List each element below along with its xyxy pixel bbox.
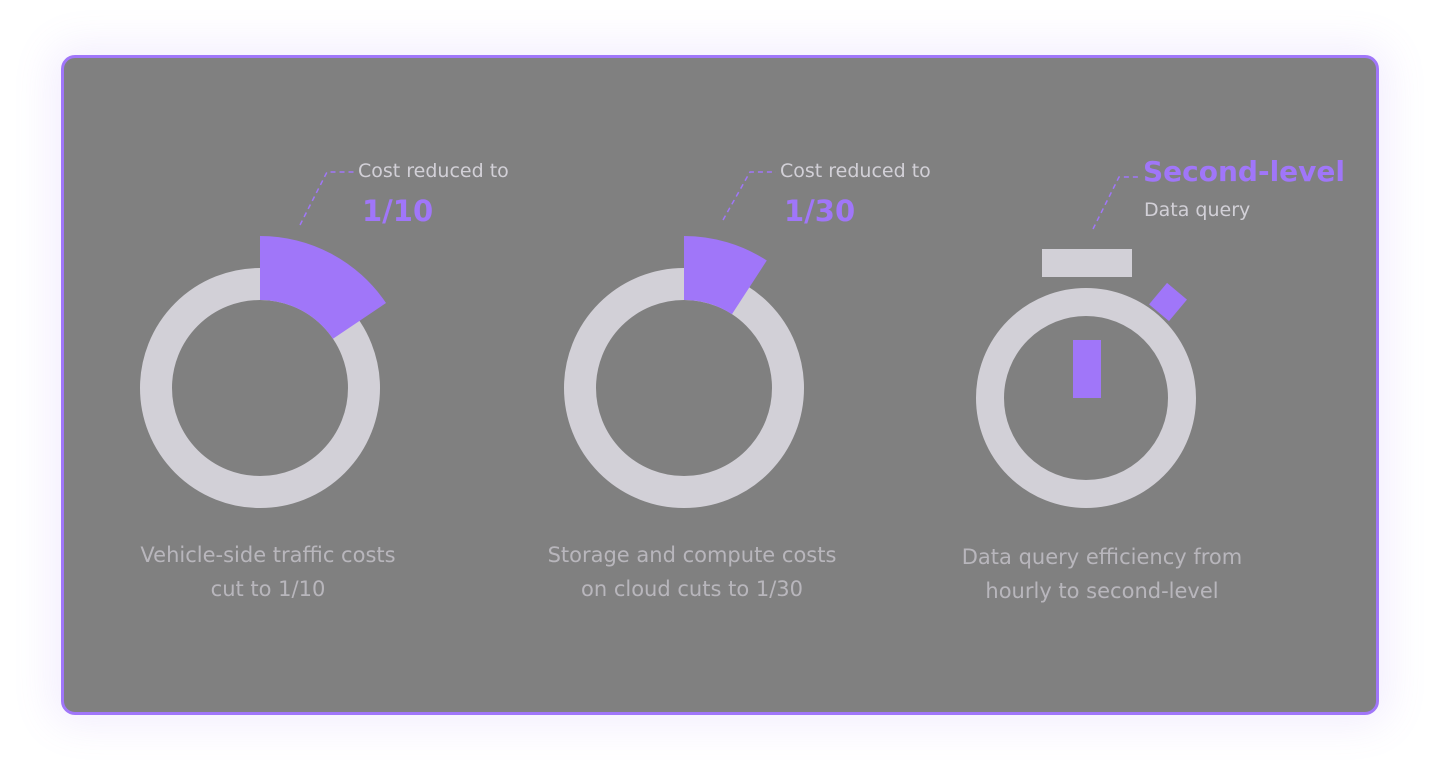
ring-2-leader-line — [722, 171, 776, 221]
ring-1-highlight-sector — [260, 236, 387, 339]
ring-2-highlight-sector — [684, 236, 767, 315]
item-1-caption: Vehicle-side traffic costs cut to 1/10 — [140, 543, 396, 601]
stopwatch-leader-line — [1092, 176, 1140, 230]
item-1-value: 1/10 — [362, 194, 434, 228]
item-2-caption: Storage and compute costs on cloud cuts t… — [547, 543, 837, 601]
item-2-value: 1/30 — [784, 194, 856, 228]
item-3-value: Second-level — [1143, 155, 1346, 188]
item-3-caption: Data query efficiency from hourly to seco… — [961, 545, 1243, 603]
stopwatch-icon — [976, 249, 1196, 508]
ring-2-track — [564, 268, 804, 508]
stats-card — [61, 55, 1379, 715]
ring-1-leader-line — [299, 171, 355, 226]
item-1-label: Cost reduced to — [358, 160, 509, 182]
item-2-label: Cost reduced to — [780, 160, 931, 182]
item-3-label: Data query — [1144, 199, 1251, 221]
